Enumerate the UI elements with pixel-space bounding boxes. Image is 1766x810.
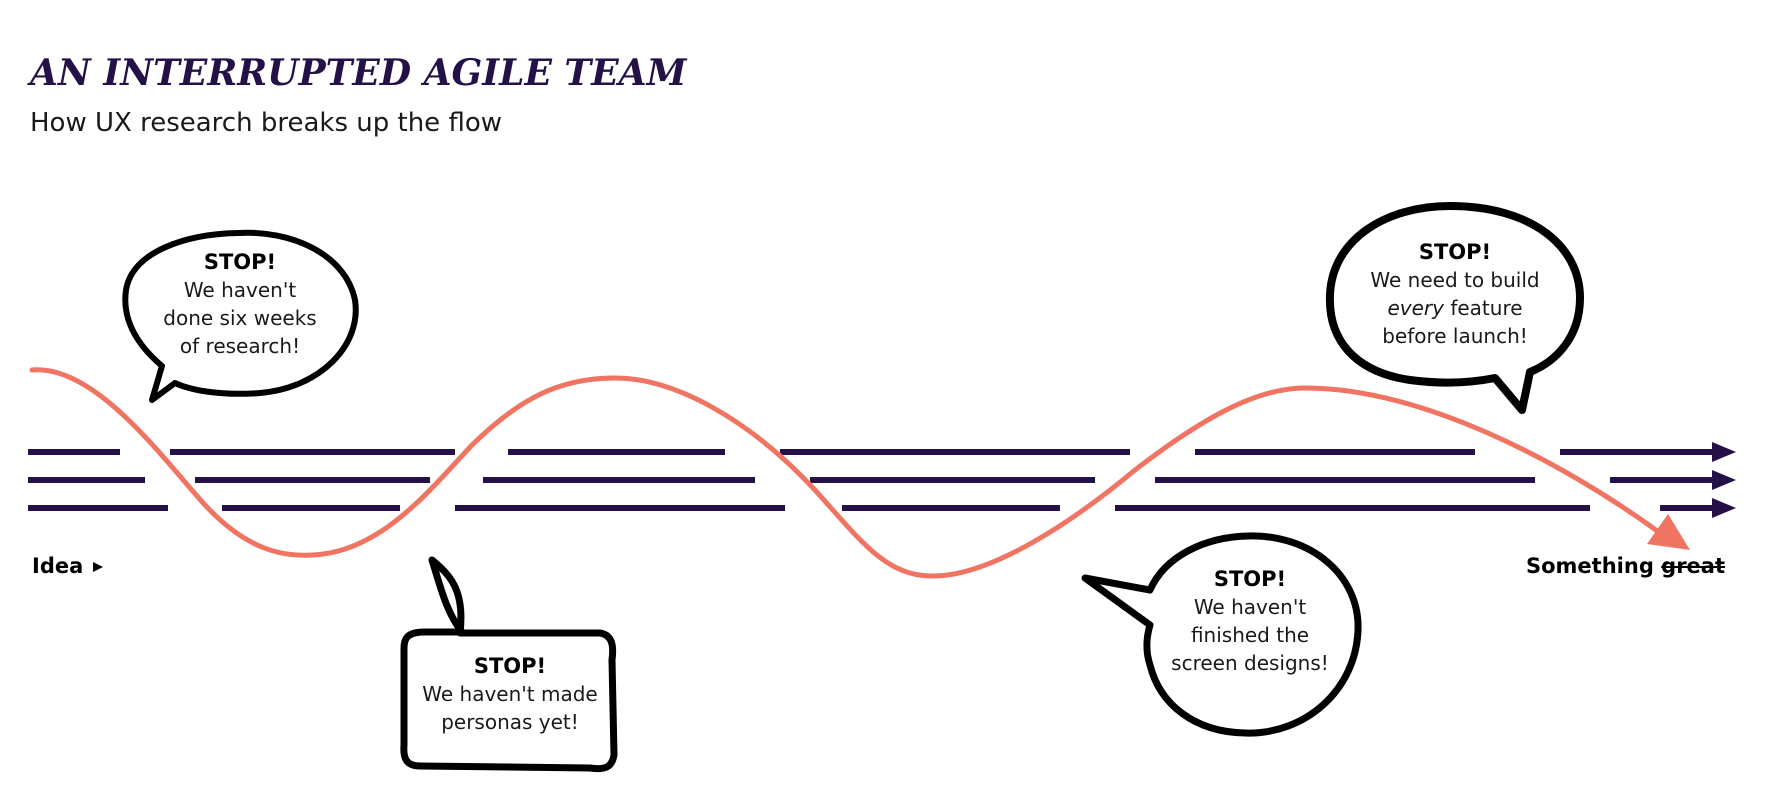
speech-bubble-2 [400, 556, 618, 773]
bubble-line: screen designs! [1171, 651, 1329, 675]
bubble-3-text: STOP! We haven't finished the screen des… [1150, 565, 1350, 677]
arrowhead-icon [1712, 498, 1736, 518]
bubble-line: We haven't [183, 278, 297, 302]
speech-bubble-4 [1325, 202, 1584, 414]
bubble-4-text: STOP! We need to build every feature bef… [1345, 238, 1565, 350]
arrowhead-icon [1712, 442, 1736, 462]
bubble-line: We haven't [1193, 595, 1307, 619]
end-label-struck-word: great [1661, 554, 1726, 578]
bubble-line: done six weeks [163, 306, 317, 330]
lane-arrowheads [1712, 442, 1736, 518]
speech-bubble-3 [1081, 532, 1362, 737]
interrupted-flow-curve [29, 367, 1663, 579]
flow-arrowhead-icon [1647, 514, 1690, 550]
bubble-line: finished the [1190, 623, 1310, 647]
end-label: Something great [1526, 554, 1725, 578]
bubble-line: of research! [179, 334, 301, 358]
start-label: Idea [32, 554, 105, 578]
triangle-right-icon [92, 562, 103, 572]
stop-label: STOP! [1213, 567, 1287, 591]
end-label-word: Something [1526, 554, 1654, 578]
bubble-1-text: STOP! We haven't done six weeks of resea… [140, 248, 340, 360]
bubble-line-rest: feature [1443, 296, 1523, 320]
start-label-text: Idea [32, 554, 84, 578]
stop-label: STOP! [203, 250, 277, 274]
team-lanes [28, 449, 1712, 511]
bubble-line: every feature [1345, 294, 1565, 322]
bubble-2-text: STOP! We haven't made personas yet! [408, 652, 612, 736]
bubble-line: personas yet! [441, 710, 579, 734]
bubble-line: We need to build [1370, 268, 1540, 292]
bubble-line: We haven't made [422, 682, 598, 706]
stop-label: STOP! [1418, 240, 1492, 264]
diagram-subtitle: How UX research breaks up the flow [30, 108, 502, 138]
arrowhead-icon [1712, 470, 1736, 490]
diagram-title: AN INTERRUPTED AGILE TEAM [30, 52, 687, 94]
speech-bubble-1 [122, 229, 359, 403]
bubble-line: before launch! [1382, 324, 1528, 348]
emphasis-word: every [1387, 296, 1444, 320]
stop-label: STOP! [473, 654, 547, 678]
